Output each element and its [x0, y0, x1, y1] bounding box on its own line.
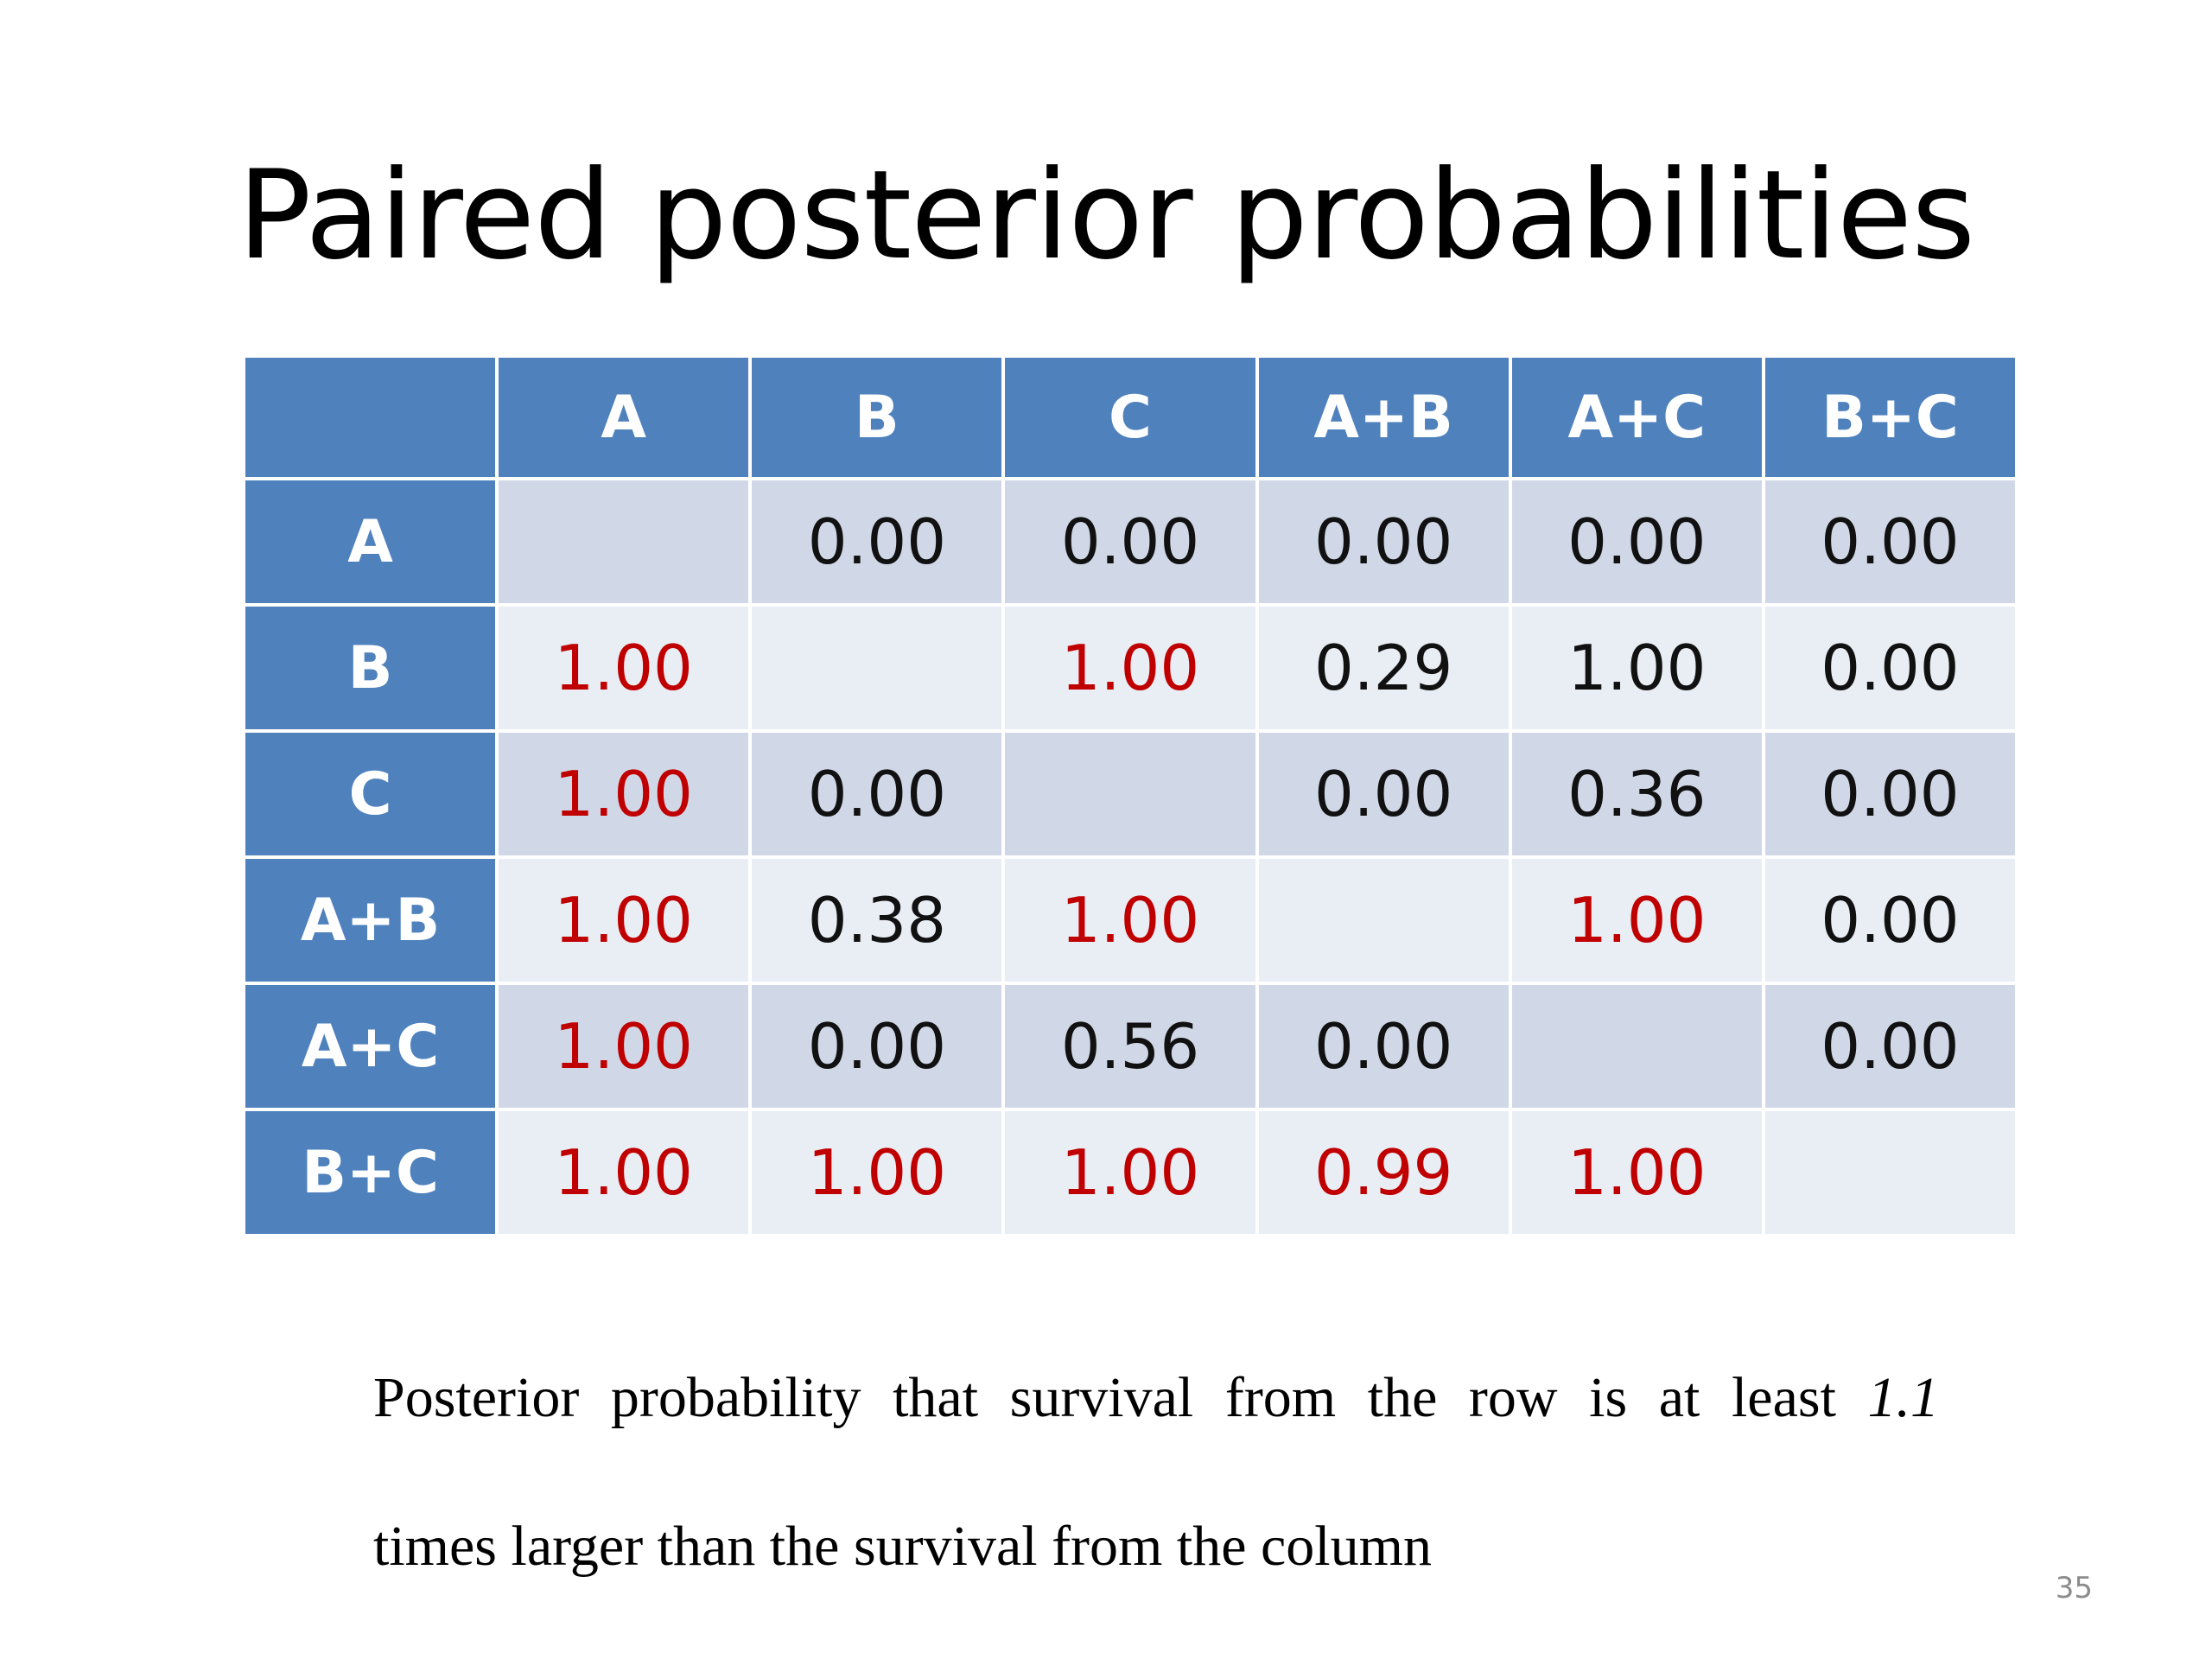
table-cell	[752, 607, 1002, 729]
table-cell: 0.00	[1764, 859, 2015, 982]
table-row: B 1.00 1.00 0.29 1.00 0.00	[245, 607, 2015, 729]
table-cell: 1.00	[499, 1111, 749, 1234]
table-cell: 0.99	[1258, 1111, 1509, 1234]
table-cell: 0.00	[1005, 480, 1255, 603]
table-cell	[1764, 1111, 2015, 1234]
table-cell: 1.00	[1511, 859, 1762, 982]
column-header: C	[1005, 358, 1255, 477]
table-cell	[499, 480, 749, 603]
table-cell: 1.00	[499, 733, 749, 855]
table-cell	[1258, 859, 1509, 982]
caption-line-2: times larger than the survival from the …	[373, 1515, 1432, 1578]
column-header: B+C	[1764, 358, 2015, 477]
table-cell: 0.00	[752, 733, 1002, 855]
table-body: A 0.00 0.00 0.00 0.00 0.00 B 1.00 1.00 0.29 1.00 0.…	[245, 480, 2015, 1234]
table-cell	[1511, 985, 1762, 1108]
table-cell: 0.00	[1764, 733, 2015, 855]
table-cell: 0.00	[1258, 985, 1509, 1108]
corner-cell	[245, 358, 496, 477]
table-cell: 1.00	[1005, 1111, 1255, 1234]
table-cell: 1.00	[499, 607, 749, 729]
table-cell: 0.00	[1511, 480, 1762, 603]
column-header: A	[499, 358, 749, 477]
table-cell: 0.00	[752, 480, 1002, 603]
column-header: A+B	[1258, 358, 1509, 477]
table-cell: 0.00	[1764, 480, 2015, 603]
caption-emphasis: 1.1	[1867, 1366, 1940, 1429]
table-row: C 1.00 0.00 0.00 0.36 0.00	[245, 733, 2015, 855]
caption-line-1: Posterior probability that survival from…	[373, 1365, 1939, 1431]
table-cell: 0.00	[1764, 607, 2015, 729]
row-header: B+C	[245, 1111, 496, 1234]
table-row: A+C 1.00 0.00 0.56 0.00 0.00	[245, 985, 2015, 1108]
table-row: A 0.00 0.00 0.00 0.00 0.00	[245, 480, 2015, 603]
table-row: B+C 1.00 1.00 1.00 0.99 1.00	[245, 1111, 2015, 1234]
table-cell: 0.56	[1005, 985, 1255, 1108]
column-header: B	[752, 358, 1002, 477]
page-number: 35	[2055, 1571, 2093, 1605]
table-cell: 0.36	[1511, 733, 1762, 855]
table-cell: 0.00	[752, 985, 1002, 1108]
column-header: A+C	[1511, 358, 1762, 477]
row-header: A	[245, 480, 496, 603]
table-cell	[1005, 733, 1255, 855]
row-header: A+C	[245, 985, 496, 1108]
table-cell: 1.00	[752, 1111, 1002, 1234]
table-cell: 0.00	[1258, 480, 1509, 603]
table-cell: 1.00	[499, 859, 749, 982]
slide-title: Paired posterior probabilities	[237, 144, 1975, 287]
table-cell: 1.00	[1511, 607, 1762, 729]
table-cell: 0.38	[752, 859, 1002, 982]
row-header: B	[245, 607, 496, 729]
table-cell: 0.00	[1258, 733, 1509, 855]
table-row: A+B 1.00 0.38 1.00 1.00 0.00	[245, 859, 2015, 982]
table-cell: 1.00	[499, 985, 749, 1108]
table-cell: 1.00	[1005, 859, 1255, 982]
row-header: C	[245, 733, 496, 855]
table-cell: 1.00	[1511, 1111, 1762, 1234]
posterior-table: A B C A+B A+C B+C A 0.00 0.00 0.00 0.00 0.00 B 1.00 1…	[242, 354, 2018, 1237]
caption-main-text: Posterior probability that survival from…	[373, 1366, 1836, 1429]
row-header: A+B	[245, 859, 496, 982]
table-cell: 0.00	[1764, 985, 2015, 1108]
header-row: A B C A+B A+C B+C	[245, 358, 2015, 477]
table-cell: 0.29	[1258, 607, 1509, 729]
table-cell: 1.00	[1005, 607, 1255, 729]
